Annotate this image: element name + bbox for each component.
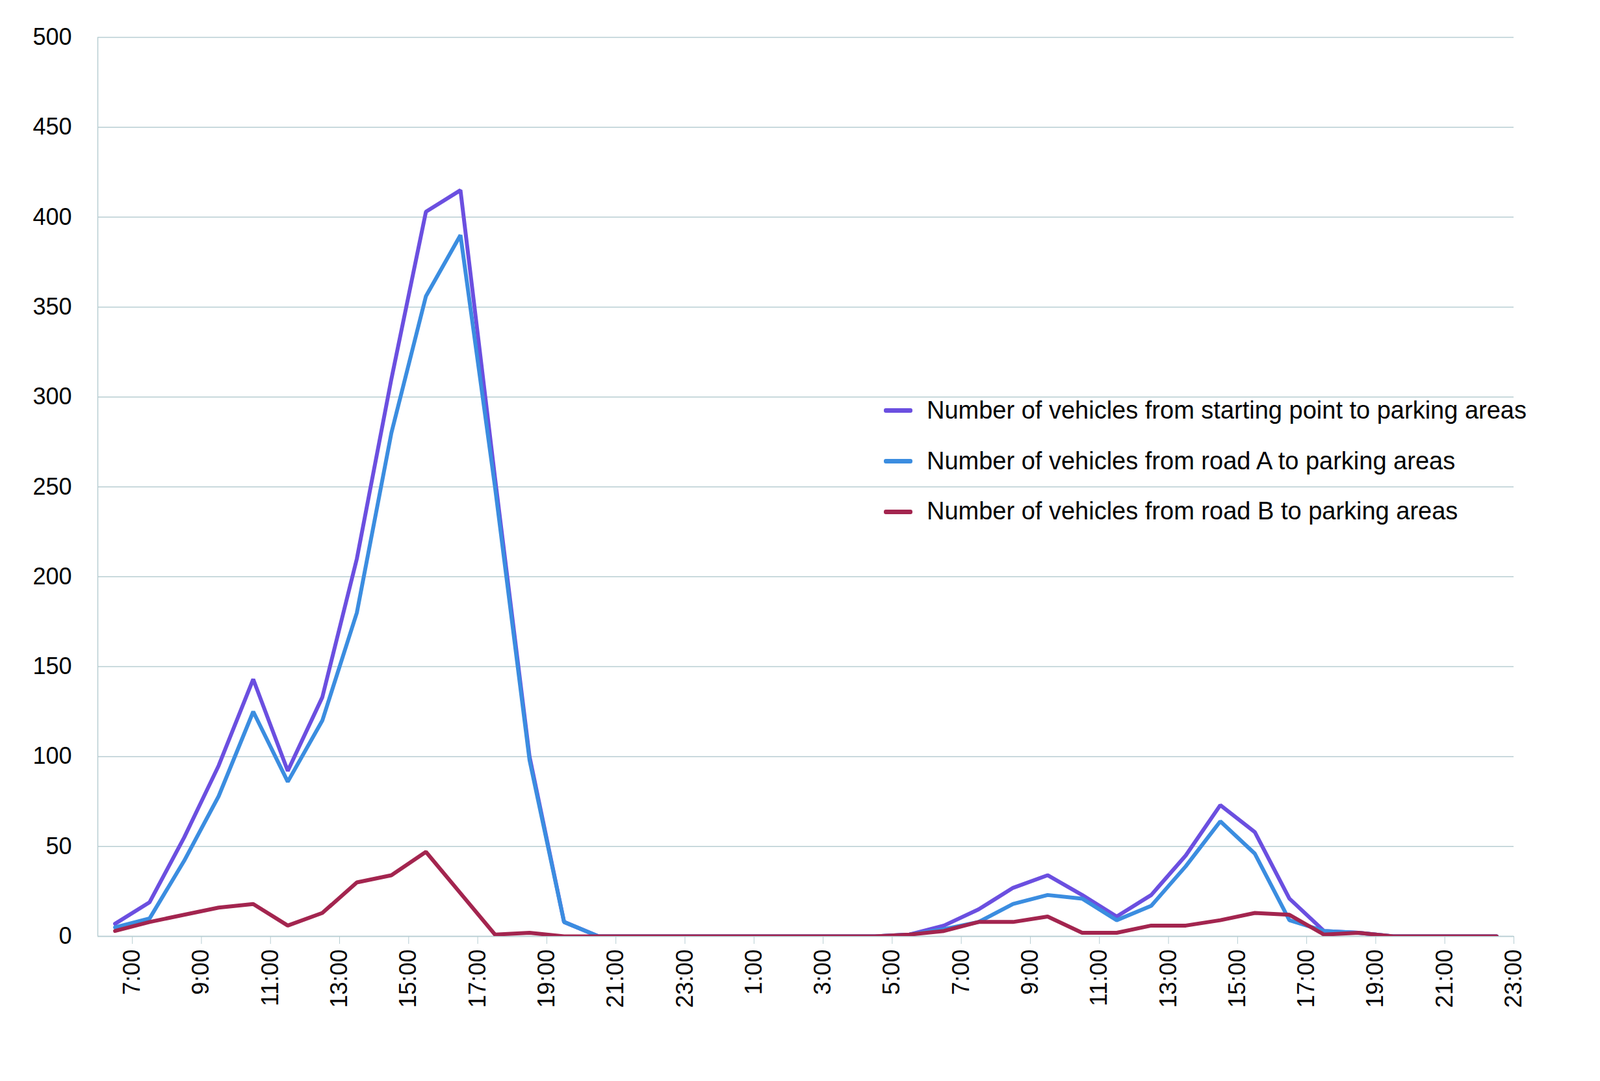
svg-text:450: 450 [32,113,72,140]
svg-text:21:00: 21:00 [1431,949,1458,1008]
svg-text:23:00: 23:00 [1499,949,1527,1008]
svg-text:7:00: 7:00 [118,949,145,995]
svg-text:11:00: 11:00 [256,949,284,1007]
svg-text:0: 0 [58,922,72,949]
svg-text:50: 50 [45,832,72,860]
svg-text:250: 250 [32,473,72,500]
svg-text:19:00: 19:00 [532,949,560,1008]
svg-text:9:00: 9:00 [1016,949,1044,995]
svg-text:350: 350 [32,293,72,320]
svg-text:21:00: 21:00 [601,949,629,1008]
svg-text:1:00: 1:00 [740,949,767,995]
svg-text:23:00: 23:00 [671,949,698,1008]
svg-text:19:00: 19:00 [1361,949,1389,1008]
svg-text:17:00: 17:00 [1292,949,1320,1008]
svg-text:15:00: 15:00 [1223,949,1251,1008]
svg-text:3:00: 3:00 [809,949,836,995]
svg-text:300: 300 [32,382,72,410]
svg-text:150: 150 [32,652,72,680]
svg-text:17:00: 17:00 [464,949,491,1008]
svg-text:200: 200 [32,562,72,590]
svg-text:13:00: 13:00 [325,949,353,1008]
svg-text:7:00: 7:00 [947,949,975,995]
svg-text:15:00: 15:00 [394,949,422,1008]
svg-text:100: 100 [32,742,72,769]
svg-text:400: 400 [32,203,72,231]
html-text:Number of vehicles from road B: Number of vehicles from road B to parkin… [926,497,1458,525]
svg-text:11:00: 11:00 [1085,949,1112,1007]
html-text:Number of vehicles from starti: Number of vehicles from starting point t… [926,396,1527,424]
html-text:Number of vehicles from road A: Number of vehicles from road A to parkin… [926,446,1456,475]
svg-text:500: 500 [32,23,72,51]
svg-text:13:00: 13:00 [1154,949,1182,1008]
svg-text:9:00: 9:00 [187,949,214,995]
svg-text:5:00: 5:00 [877,949,905,995]
